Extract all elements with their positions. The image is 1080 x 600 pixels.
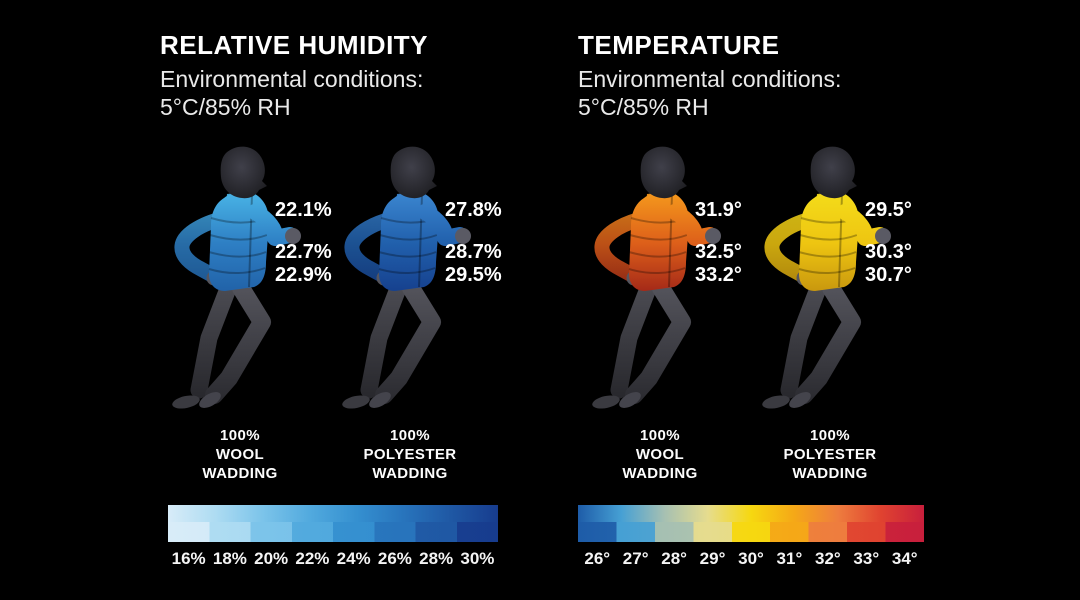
scale-tick: 30°	[738, 549, 764, 568]
caption-line: 100%	[390, 427, 430, 444]
reading-value: 31.9°	[695, 199, 742, 221]
scale-tick: 26%	[377, 549, 412, 568]
panel-subtitle: Environmental conditions: 5°C/85% RH	[160, 65, 560, 121]
reading-value: 29.5%	[445, 264, 502, 286]
reading-value: 22.1%	[275, 199, 332, 221]
figure-temperature-wool: 31.9° 32.5° 33.2°	[585, 140, 742, 430]
scale-tick: 34°	[891, 549, 918, 568]
caption-line: WADDING	[372, 465, 448, 482]
figure-humidity-polyester: 27.8% 28.7% 29.5%	[335, 140, 502, 430]
caption-line: WOOL	[215, 446, 265, 463]
subtitle-line-2: 5°C/85% RH	[578, 94, 709, 120]
temperature-scale-ticks: 26° 27° 28° 29° 30° 31° 32° 33° 34°	[578, 549, 924, 571]
temperature-color-scale	[578, 505, 924, 542]
subtitle-line-1: Environmental conditions:	[578, 66, 842, 92]
reading-value: 27.8%	[445, 199, 502, 221]
thermal-figure	[585, 140, 735, 430]
subtitle-line-1: Environmental conditions:	[160, 66, 424, 92]
scale-tick: 27°	[622, 549, 649, 568]
scale-tick: 24%	[336, 549, 371, 568]
reading-value: 28.7%	[445, 241, 502, 263]
caption-humidity-polyester: 100% POLYESTER WADDING	[315, 426, 505, 483]
panel-temperature-header: TEMPERATURE Environmental conditions: 5°…	[578, 30, 978, 121]
thermal-runner-graphic	[762, 146, 891, 409]
panel-humidity-header: RELATIVE HUMIDITY Environmental conditio…	[160, 30, 560, 121]
reading-value: 22.9%	[275, 264, 332, 286]
caption-line: POLYESTER	[363, 446, 457, 463]
caption-line: 100%	[810, 427, 850, 444]
subtitle-line-2: 5°C/85% RH	[160, 94, 291, 120]
panel-title: RELATIVE HUMIDITY	[160, 30, 429, 60]
scale-steps-overlay	[168, 521, 498, 542]
reading-value: 30.7°	[865, 264, 912, 286]
panel-title: TEMPERATURE	[578, 30, 780, 60]
thermal-runner-graphic	[342, 146, 471, 409]
scale-tick: 28°	[661, 549, 687, 568]
caption-line: 100%	[640, 427, 680, 444]
reading-value: 32.5°	[695, 241, 742, 263]
caption-temperature-polyester: 100% POLYESTER WADDING	[735, 426, 925, 483]
scale-tick: 29°	[699, 549, 726, 568]
figure-temperature-polyester: 29.5° 30.3° 30.7°	[755, 140, 912, 430]
caption-humidity-wool: 100% WOOL WADDING	[145, 426, 335, 483]
scale-tick: 28%	[419, 549, 454, 568]
scale-tick: 31°	[776, 549, 803, 568]
thermal-runner-graphic	[172, 146, 301, 409]
caption-temperature-wool: 100% WOOL WADDING	[565, 426, 755, 483]
scale-tick: 26°	[584, 549, 611, 568]
caption-line: WOOL	[635, 446, 685, 463]
thermal-figure	[755, 140, 905, 430]
scale-tick: 32°	[814, 549, 841, 568]
caption-line: WADDING	[202, 465, 278, 482]
scale-tick: 18%	[212, 549, 247, 568]
scale-steps-overlay	[578, 521, 924, 542]
scale-tick: 30%	[460, 549, 495, 568]
scale-tick: 22%	[295, 549, 330, 568]
thermal-figure	[165, 140, 315, 430]
reading-value: 29.5°	[865, 199, 912, 221]
caption-line: WADDING	[622, 465, 698, 482]
caption-line: POLYESTER	[783, 446, 877, 463]
scale-tick: 33°	[853, 549, 880, 568]
thermal-figure	[335, 140, 485, 430]
reading-value: 22.7%	[275, 241, 332, 263]
caption-line: 100%	[220, 427, 260, 444]
scale-tick: 16%	[171, 549, 206, 568]
scale-tick: 20%	[254, 549, 289, 568]
humidity-scale-ticks: 16% 18% 20% 22% 24% 26% 28% 30%	[168, 549, 498, 571]
thermal-runner-graphic	[592, 146, 721, 409]
humidity-color-scale	[168, 505, 498, 542]
caption-line: WADDING	[792, 465, 868, 482]
figure-humidity-wool: 22.1% 22.7% 22.9%	[165, 140, 332, 430]
panel-subtitle: Environmental conditions: 5°C/85% RH	[578, 65, 978, 121]
reading-value: 30.3°	[865, 241, 912, 263]
reading-value: 33.2°	[695, 264, 742, 286]
